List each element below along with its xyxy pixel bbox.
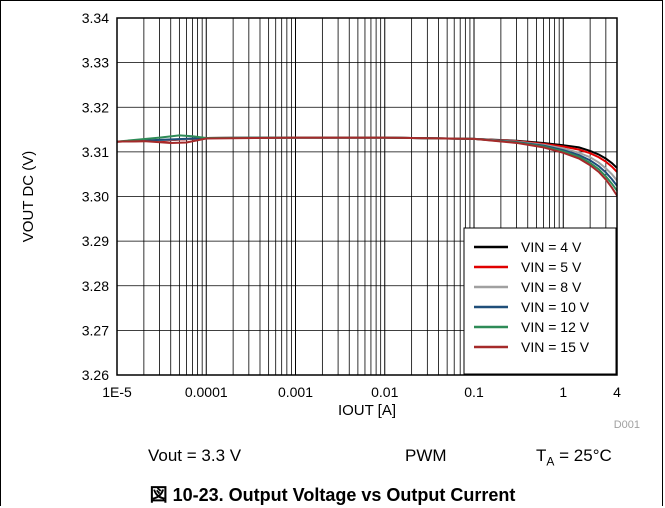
y-tick-label: 3.26: [82, 367, 109, 383]
condition-mode: PWM: [405, 446, 447, 465]
series-line-3: [116, 136, 618, 187]
plot-border: [116, 17, 618, 376]
y-tick-label: 3.30: [82, 189, 109, 205]
ta-symbol: T: [536, 446, 547, 465]
x-tick-label: 1: [559, 384, 567, 400]
y-tick-label: 3.33: [82, 55, 109, 71]
series-line-2: [116, 136, 618, 182]
x-tick-label: 0.001: [278, 384, 313, 400]
legend-entry: VIN = 5 V: [521, 259, 582, 275]
y-tick-label: 3.27: [82, 322, 109, 338]
figure-caption: 図 10-23. Output Voltage vs Output Curren…: [149, 485, 516, 505]
ta-value: = 25°C: [554, 446, 612, 465]
legend-entry: VIN = 10 V: [521, 299, 590, 315]
y-tick-label: 3.34: [82, 10, 109, 26]
ta-subscript: A: [546, 454, 555, 469]
legend-entry: VIN = 8 V: [521, 279, 582, 295]
chart-id: D001: [614, 419, 640, 431]
y-tick-label: 3.31: [82, 144, 109, 160]
legend-box: [463, 227, 617, 375]
tick-labels: 3.26 3.27 3.28 3.29 3.30 3.31 3.32 3.33 3.34 1E-5…: [82, 10, 621, 400]
series-lines: [116, 134, 618, 197]
legend-entry: VIN = 12 V: [521, 319, 590, 335]
y-axis-label: VOUT DC (V): [20, 151, 37, 242]
x-tick-label: 0.01: [371, 384, 398, 400]
vout-vs-iout-chart: 3.26 3.27 3.28 3.29 3.30 3.31 3.32 3.33 3.34 1E-5…: [20, 10, 640, 431]
y-tick-label: 3.29: [82, 233, 109, 249]
series-line-1: [116, 136, 618, 173]
condition-ta: TA = 25°C: [536, 446, 612, 468]
condition-vout: Vout = 3.3 V: [148, 446, 242, 465]
x-tick-label: 0.1: [464, 384, 484, 400]
legend-entry: VIN = 4 V: [521, 239, 582, 255]
x-axis-label: IOUT [A]: [338, 402, 396, 419]
y-tick-label: 3.32: [82, 99, 109, 115]
series-line-5: [116, 136, 618, 197]
x-tick-label: 4: [613, 384, 621, 400]
y-tick-label: 3.28: [82, 278, 109, 294]
x-tick-label: 0.0001: [185, 384, 228, 400]
legend-entry: VIN = 15 V: [521, 339, 590, 355]
legend: VIN = 4 V VIN = 5 V VIN = 8 V VIN = 10 V VIN…: [463, 227, 617, 375]
x-tick-label: 1E-5: [102, 384, 132, 400]
